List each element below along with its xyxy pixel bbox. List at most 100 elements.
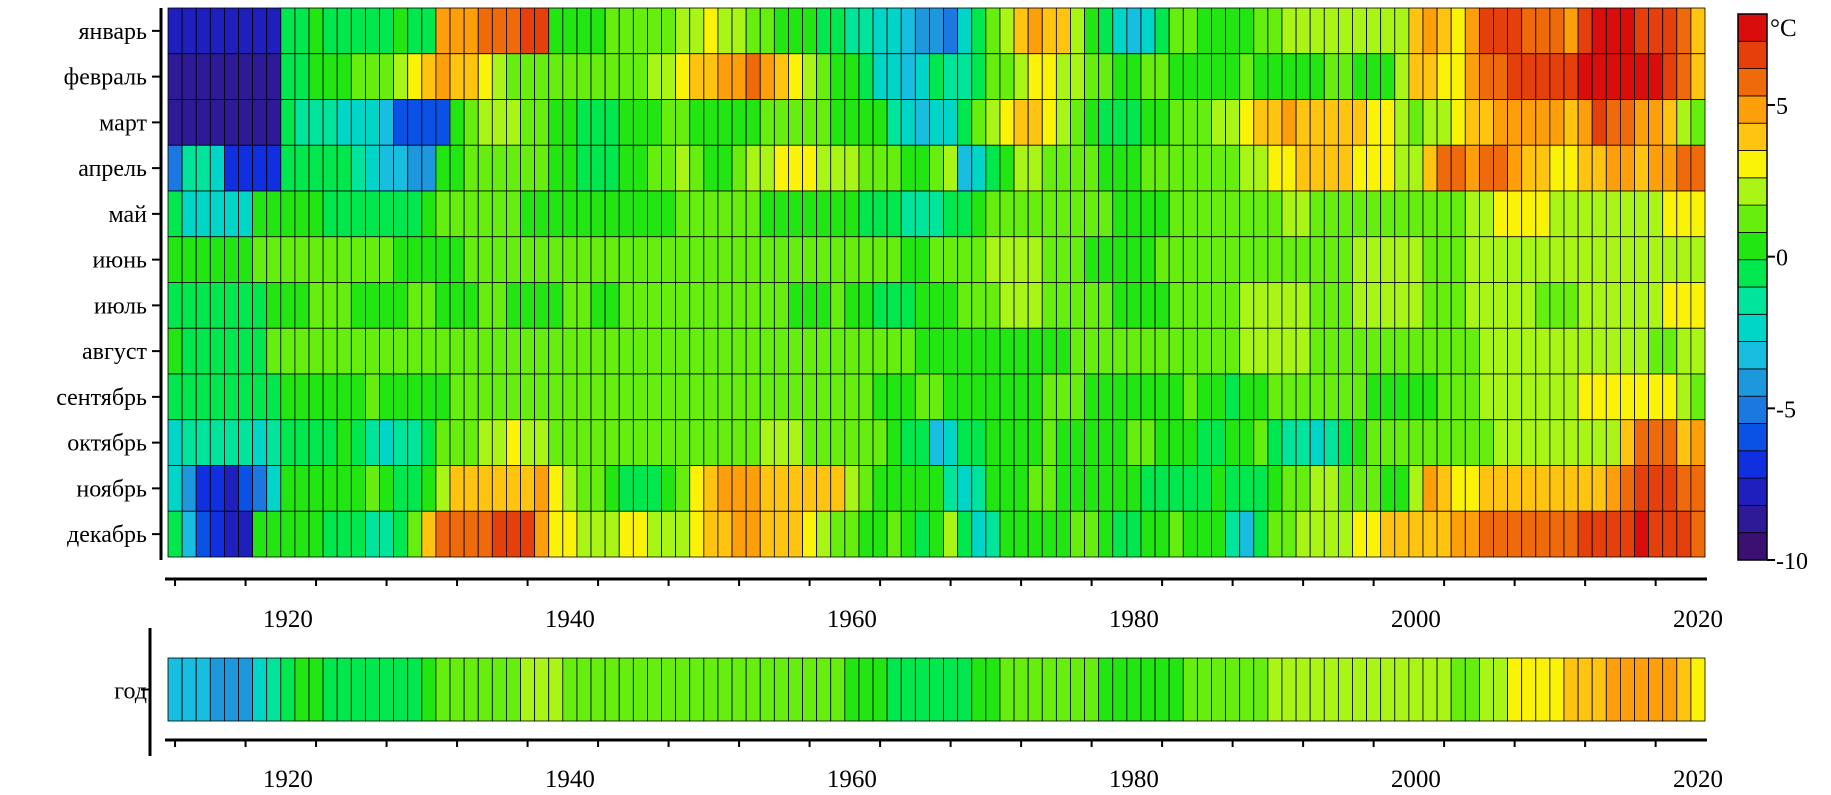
- heatmap-cell-jul-1922: [308, 282, 324, 329]
- heatmap-cell-oct-1967: [943, 419, 959, 466]
- heatmap-cell-dec-1944: [618, 510, 634, 558]
- heatmap-cell-aug-1963: [886, 327, 902, 375]
- heatmap-cell-apr-1953: [745, 144, 761, 192]
- heatmap-cell-apr-1983: [1168, 144, 1184, 192]
- heatmap-cell-year-1991: [1281, 657, 1297, 722]
- heatmap-cell-sep-2014: [1605, 373, 1621, 421]
- heatmap-cell-may-1940: [562, 190, 578, 238]
- heatmap-cell-apr-1984: [1182, 144, 1198, 192]
- heatmap-cell-may-1977: [1084, 190, 1100, 238]
- heatmap-cell-aug-2001: [1422, 327, 1438, 375]
- heatmap-cell-nov-1970: [985, 465, 1001, 512]
- heatmap-cell-dec-1999: [1394, 510, 1410, 558]
- heatmap-cell-feb-1959: [830, 53, 846, 100]
- heatmap-cell-feb-1914: [195, 53, 211, 100]
- heatmap-cell-may-1978: [1098, 190, 1114, 238]
- heatmap-cell-jul-1984: [1182, 282, 1198, 329]
- heatmap-cell-dec-1972: [1013, 510, 1029, 558]
- heatmap-cell-jun-1966: [929, 236, 944, 283]
- heatmap-cell-sep-1999: [1394, 373, 1410, 421]
- heatmap-cell-dec-2016: [1634, 510, 1649, 558]
- heatmap-cell-jan-1934: [477, 7, 493, 55]
- heatmap-cell-oct-2005: [1478, 419, 1494, 466]
- heatmap-cell-jul-1954: [759, 282, 775, 329]
- heatmap-cell-sep-2008: [1521, 373, 1537, 421]
- heatmap-cell-nov-1997: [1366, 465, 1382, 512]
- heatmap-cell-may-2014: [1605, 190, 1621, 238]
- heatmap-cell-oct-1974: [1041, 419, 1057, 466]
- colorbar-tick-label-1: 0: [1776, 246, 1788, 272]
- heatmap-cell-dec-1934: [477, 510, 493, 558]
- heatmap-cell-year-2019: [1676, 657, 1692, 722]
- heatmap-cell-jul-1998: [1380, 282, 1396, 329]
- heatmap-cell-feb-1957: [802, 53, 818, 100]
- heatmap-cell-nov-1958: [816, 465, 832, 512]
- heatmap-cell-mar-1999: [1394, 99, 1410, 146]
- heatmap-cell-sep-1959: [830, 373, 846, 421]
- heatmap-cell-jun-1947: [661, 236, 677, 283]
- heatmap-cell-dec-2020: [1690, 510, 1706, 558]
- heatmap-cell-oct-1927: [379, 419, 395, 466]
- heatmap-cell-mar-1979: [1112, 99, 1128, 146]
- heatmap-cell-jul-2010: [1549, 282, 1565, 329]
- heatmap-cell-feb-1984: [1182, 53, 1198, 100]
- heatmap-cell-year-2006: [1493, 657, 1508, 722]
- heatmap-cell-sep-1996: [1352, 373, 1367, 421]
- heatmap-cell-sep-2006: [1493, 373, 1508, 421]
- heatmap-cell-feb-1972: [1013, 53, 1029, 100]
- heatmap-cell-feb-1968: [957, 53, 973, 100]
- heatmap-cell-aug-1945: [632, 327, 648, 375]
- heatmap-cell-jan-1926: [365, 7, 380, 55]
- row-label-dec: декабрь: [67, 522, 147, 548]
- colorbar-segment-11: [1737, 231, 1768, 261]
- heatmap-cell-apr-1946: [647, 144, 662, 192]
- heatmap-cell-mar-2008: [1521, 99, 1537, 146]
- heatmap-cell-feb-1916: [224, 53, 239, 100]
- heatmap-cell-jun-1995: [1337, 236, 1353, 283]
- heatmap-cell-jul-1996: [1352, 282, 1367, 329]
- heatmap-cell-aug-1924: [336, 327, 352, 375]
- heatmap-cell-sep-1931: [435, 373, 451, 421]
- heatmap-cell-may-1919: [266, 190, 282, 238]
- heatmap-cell-year-1977: [1084, 657, 1100, 722]
- heatmap-cell-mar-1995: [1337, 99, 1353, 146]
- heatmap-cell-feb-1998: [1380, 53, 1396, 100]
- heatmap-cell-nov-1942: [590, 465, 606, 512]
- heatmap-cell-jul-2015: [1619, 282, 1635, 329]
- heatmap-cell-jan-1950: [703, 7, 719, 55]
- heatmap-cell-may-1974: [1041, 190, 1057, 238]
- heatmap-cell-jul-2004: [1464, 282, 1480, 329]
- heatmap-cell-feb-1930: [421, 53, 437, 100]
- heatmap-cell-may-1944: [618, 190, 634, 238]
- heatmap-cell-mar-2002: [1436, 99, 1452, 146]
- heatmap-cell-mar-2014: [1605, 99, 1621, 146]
- heatmap-cell-feb-1932: [449, 53, 465, 100]
- heatmap-cell-year-1992: [1295, 657, 1311, 722]
- heatmap-cell-aug-1915: [209, 327, 225, 375]
- heatmap-cell-jun-1913: [181, 236, 197, 283]
- heatmap-cell-mar-1925: [350, 99, 366, 146]
- heatmap-cell-mar-1956: [788, 99, 803, 146]
- heatmap-cell-jan-1990: [1267, 7, 1283, 55]
- heatmap-cell-mar-1954: [759, 99, 775, 146]
- heatmap-cell-feb-1953: [745, 53, 761, 100]
- heatmap-cell-jul-1966: [929, 282, 944, 329]
- heatmap-cell-feb-1961: [858, 53, 874, 100]
- heatmap-cell-may-1997: [1366, 190, 1382, 238]
- heatmap-cell-apr-1932: [449, 144, 465, 192]
- heatmap-cell-oct-1950: [703, 419, 719, 466]
- heatmap-cell-mar-2003: [1450, 99, 1466, 146]
- heatmap-cell-year-1930: [421, 657, 437, 722]
- heatmap-cell-nov-1985: [1196, 465, 1212, 512]
- heatmap-cell-may-1986: [1211, 190, 1226, 238]
- heatmap-cell-apr-1975: [1055, 144, 1071, 192]
- heatmap-cell-dec-1931: [435, 510, 451, 558]
- heatmap-cell-aug-1917: [238, 327, 254, 375]
- heatmap-cell-jul-2014: [1605, 282, 1621, 329]
- heatmap-cell-may-2016: [1634, 190, 1649, 238]
- heatmap-cell-jun-1959: [830, 236, 846, 283]
- heatmap-cell-nov-2016: [1634, 465, 1649, 512]
- heatmap-cell-oct-1980: [1126, 419, 1142, 466]
- heatmap-cell-jul-1956: [788, 282, 803, 329]
- colorbar-segment-8: [1737, 313, 1768, 342]
